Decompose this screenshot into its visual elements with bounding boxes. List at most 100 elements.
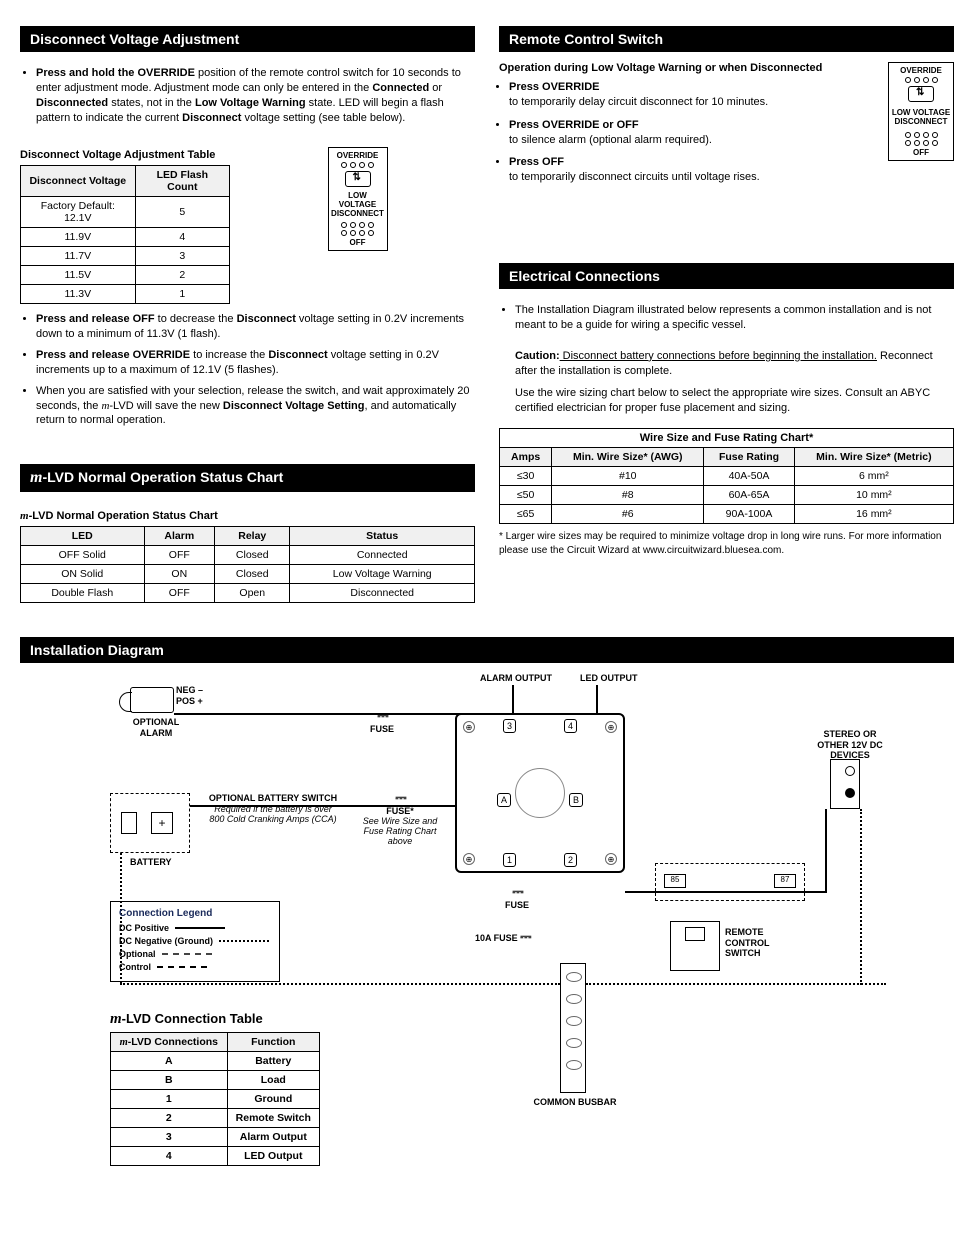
dva-cell: 1: [135, 285, 229, 304]
conn-cell: 1: [111, 1090, 228, 1109]
wire-cell: 60A-65A: [704, 486, 795, 505]
legend-optional: Optional: [119, 949, 156, 959]
header-install: Installation Diagram: [20, 637, 954, 663]
conn-cell: LED Output: [227, 1147, 319, 1166]
dva-cell: 11.7V: [21, 247, 136, 266]
remote-b1: Press OVERRIDEto temporarily delay circu…: [509, 80, 878, 110]
conn-cell: 4: [111, 1147, 228, 1166]
busbar-icon: [560, 963, 586, 1093]
header-dva: Disconnect Voltage Adjustment: [20, 26, 475, 52]
status-cell: Low Voltage Warning: [290, 565, 475, 584]
status-cell: OFF: [144, 584, 215, 603]
legend-title: Connection Legend: [119, 908, 271, 919]
wire-cell: #10: [552, 467, 704, 486]
dia-led-out: LED OUTPUT: [580, 673, 638, 683]
conn-cell: Remote Switch: [227, 1109, 319, 1128]
dva-table-caption: Disconnect Voltage Adjustment Table: [20, 149, 230, 161]
status-table: LED Alarm Relay Status OFF SolidOFFClose…: [20, 526, 475, 603]
conn-cell: Alarm Output: [227, 1128, 319, 1147]
alarm-icon: [130, 687, 174, 713]
dva-bullet-save: When you are satisfied with your selecti…: [36, 384, 475, 429]
status-th: Alarm: [144, 527, 215, 546]
dva-cell: 11.5V: [21, 266, 136, 285]
legend-dc-neg: DC Negative (Ground): [119, 936, 213, 946]
dia-fuse-sub: See Wire Size and Fuse Rating Chart abov…: [363, 816, 437, 846]
dia-busbar: COMMON BUSBAR: [530, 1097, 620, 1107]
header-elec: Electrical Connections: [499, 263, 954, 289]
dia-stereo: STEREO OR OTHER 12V DC DEVICES: [810, 729, 890, 760]
elec-p3: Use the wire sizing chart below to selec…: [515, 386, 954, 417]
wire-cell: #6: [552, 505, 704, 524]
conn-cell: Ground: [227, 1090, 319, 1109]
conn-cell: 3: [111, 1128, 228, 1147]
header-status: m-LVD Normal Operation Status Chart: [20, 464, 475, 492]
status-cell: OFF Solid: [21, 546, 145, 565]
dia-pos: POS +: [176, 696, 203, 706]
wire-cell: ≤50: [500, 486, 552, 505]
installation-diagram: ALARM OUTPUT LED OUTPUT NEG – POS + OPTI…: [110, 673, 890, 1103]
status-cell: Disconnected: [290, 584, 475, 603]
wire-cell: 10 mm²: [794, 486, 953, 505]
elec-p1: The Installation Diagram illustrated bel…: [515, 303, 954, 333]
conn-cell: Load: [227, 1071, 319, 1090]
dia-opt-alarm: OPTIONAL ALARM: [128, 717, 184, 738]
header-remote: Remote Control Switch: [499, 26, 954, 52]
dia-fuse-star: FUSE*: [386, 806, 414, 816]
dva-table: Disconnect Voltage LED Flash Count Facto…: [20, 165, 230, 304]
dia-fuse2: FUSE: [505, 900, 529, 910]
wire-th: Amps: [500, 448, 552, 467]
dva-bullet-override: Press and release OVERRIDE to increase t…: [36, 348, 475, 378]
dva-bullet-off: Press and release OFF to decrease the Di…: [36, 312, 475, 342]
wire-th: Min. Wire Size* (AWG): [552, 448, 704, 467]
wire-cell: 40A-50A: [704, 467, 795, 486]
dia-battery: BATTERY: [130, 857, 172, 867]
remote-switch-graphic-right: OVERRIDE LOW VOLTAGE DISCONNECT OFF: [888, 62, 954, 161]
wire-cell: 6 mm²: [794, 467, 953, 486]
dia-opt-sw: OPTIONAL BATTERY SWITCH: [209, 793, 337, 803]
wire-cell: #8: [552, 486, 704, 505]
dva-th-voltage: Disconnect Voltage: [21, 166, 136, 197]
status-caption: m-LVD Normal Operation Status Chart: [20, 510, 475, 522]
mlvd-device-icon: ⊕ ⊕ ⊕ ⊕ 3 4 A B 1 2: [455, 713, 625, 873]
battery-icon: +: [110, 793, 190, 853]
wire-cell: ≤30: [500, 467, 552, 486]
conn-table: m-LVD Connections Function ABattery BLoa…: [110, 1032, 320, 1166]
elec-caution: Caution: Disconnect battery connections …: [515, 349, 954, 380]
fuse-block-icon: 85 87: [655, 863, 805, 901]
wire-cell: ≤65: [500, 505, 552, 524]
dia-remote: REMOTE CONTROL SWITCH: [725, 927, 785, 958]
wire-table: Wire Size and Fuse Rating Chart* Amps Mi…: [499, 428, 954, 524]
status-th: LED: [21, 527, 145, 546]
conn-th-1: m-LVD Connections: [111, 1033, 228, 1052]
legend-box: Connection Legend DC Positive DC Negativ…: [110, 901, 280, 982]
wire-cell: 16 mm²: [794, 505, 953, 524]
legend-control: Control: [119, 962, 151, 972]
dva-th-flash: LED Flash Count: [135, 166, 229, 197]
dva-cell: Factory Default: 12.1V: [21, 197, 136, 228]
status-cell: Double Flash: [21, 584, 145, 603]
conn-cell: Battery: [227, 1052, 319, 1071]
status-cell: ON Solid: [21, 565, 145, 584]
dia-fuse1: FUSE: [370, 724, 394, 734]
dia-alarm-out: ALARM OUTPUT: [480, 673, 552, 683]
conn-th-2: Function: [227, 1033, 319, 1052]
remote-b2: Press OVERRIDE or OFFto silence alarm (o…: [509, 118, 878, 148]
conn-cell: A: [111, 1052, 228, 1071]
dva-cell: 11.9V: [21, 228, 136, 247]
remote-b3: Press OFFto temporarily disconnect circu…: [509, 155, 878, 185]
conn-title: m-LVD Connection Table: [110, 1011, 320, 1028]
status-cell: Closed: [215, 565, 290, 584]
dva-cell: 11.3V: [21, 285, 136, 304]
dva-cell: 3: [135, 247, 229, 266]
status-cell: OFF: [144, 546, 215, 565]
remote-switch-small-icon: [670, 921, 720, 971]
status-cell: Open: [215, 584, 290, 603]
wire-cell: 90A-100A: [704, 505, 795, 524]
dva-cell: 5: [135, 197, 229, 228]
conn-cell: 2: [111, 1109, 228, 1128]
status-cell: Connected: [290, 546, 475, 565]
wire-th: Min. Wire Size* (Metric): [794, 448, 953, 467]
wire-footnote: * Larger wire sizes may be required to m…: [499, 530, 954, 557]
legend-dc-pos: DC Positive: [119, 923, 169, 933]
wire-caption: Wire Size and Fuse Rating Chart*: [499, 428, 954, 447]
